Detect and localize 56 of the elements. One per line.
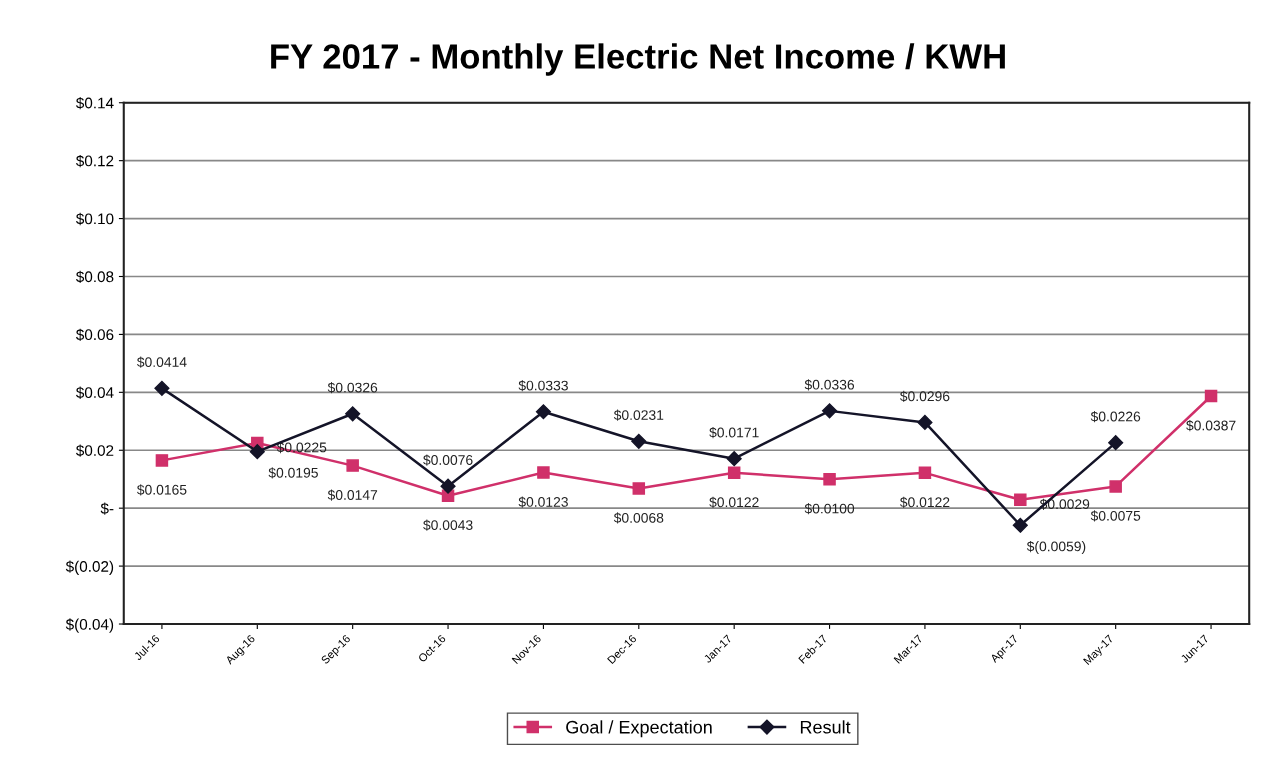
point <box>155 454 169 467</box>
point <box>1109 480 1122 493</box>
point <box>440 478 456 494</box>
point <box>154 380 170 396</box>
data-label: $(0.0059) <box>1026 540 1086 555</box>
y-tick-label: $0.06 <box>75 328 114 342</box>
chart-title: FY 2017 - Monthly Electric Net Income / KWH <box>271 43 1005 76</box>
data-label: $0.0100 <box>804 503 855 515</box>
data-label: $0.0414 <box>136 356 187 368</box>
data-label: $0.0326 <box>327 382 378 394</box>
point <box>821 403 838 419</box>
point <box>1108 435 1124 451</box>
data-label: $0.0226 <box>1090 411 1141 423</box>
data-label: $0.0333 <box>518 380 568 392</box>
legend-label: Result <box>800 720 851 734</box>
point <box>1014 493 1027 507</box>
point <box>823 472 836 486</box>
data-label: $0.0075 <box>1090 510 1141 522</box>
data-label: $0.0336 <box>804 379 855 391</box>
point <box>535 404 551 420</box>
data-label: $0.0076 <box>423 454 473 466</box>
y-tick-label: $0.08 <box>75 270 114 284</box>
data-label: $0.0387 <box>1186 419 1236 432</box>
data-label: $0.0225 <box>276 441 327 454</box>
y-tick-label: $(0.02) <box>65 560 114 575</box>
data-label: $0.0195 <box>268 467 318 479</box>
y-tick-label: $0.10 <box>75 212 114 226</box>
point <box>249 444 265 460</box>
data-label: $0.0043 <box>423 519 473 531</box>
point <box>537 466 550 479</box>
point <box>346 459 359 472</box>
data-label: $0.0231 <box>613 409 664 421</box>
data-label: $0.0147 <box>327 489 378 501</box>
point <box>1012 517 1028 533</box>
point <box>917 414 933 431</box>
data-label: $0.0123 <box>518 496 568 508</box>
data-label: $0.0165 <box>136 484 187 496</box>
point <box>632 482 646 495</box>
point <box>345 406 361 422</box>
point <box>727 466 741 480</box>
y-tick-label: $0.12 <box>75 154 114 168</box>
data-label: $0.0122 <box>899 496 950 508</box>
data-label: $0.0296 <box>899 390 950 403</box>
y-tick-label: $0.02 <box>75 444 114 457</box>
point <box>726 451 742 467</box>
legend-label: Goal / Expectation <box>566 720 712 738</box>
point <box>918 466 932 480</box>
point <box>631 433 647 449</box>
y-tick-label: $- <box>100 502 114 515</box>
y-tick-label: $0.04 <box>75 386 114 399</box>
y-tick-label: $(0.04) <box>65 618 114 633</box>
data-label: $0.0122 <box>709 496 759 508</box>
point <box>1204 389 1218 403</box>
data-label: $0.0171 <box>709 426 759 439</box>
data-label: $0.0068 <box>613 512 664 524</box>
y-tick-label: $0.14 <box>75 96 114 110</box>
